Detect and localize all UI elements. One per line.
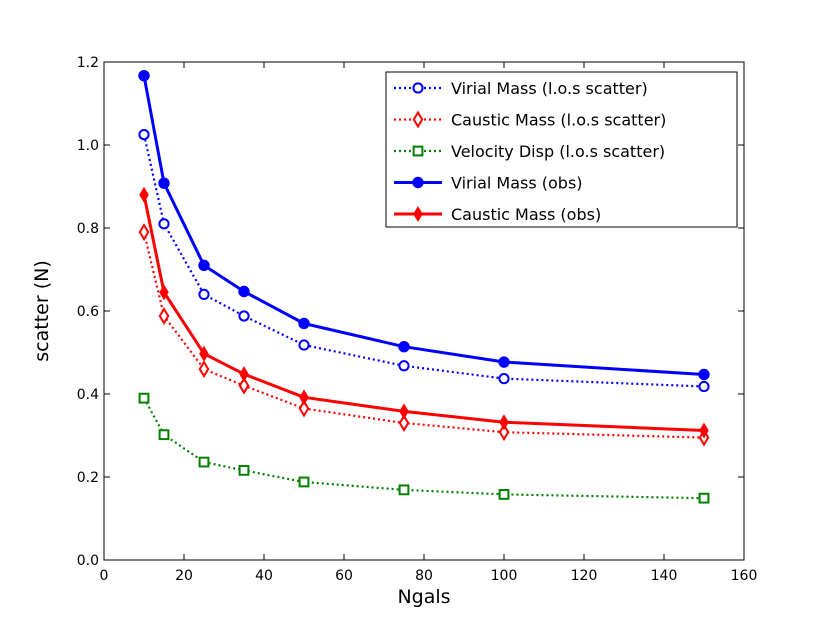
- series-3: [138, 392, 710, 504]
- data-point: [298, 476, 310, 488]
- x-tick-label: 100: [491, 568, 518, 584]
- legend-entry-4: Virial Mass (obs): [394, 174, 583, 193]
- data-point: [198, 259, 210, 272]
- data-point: [398, 484, 410, 496]
- series-2: [138, 223, 710, 447]
- legend-label: Velocity Disp (l.o.s scatter): [451, 142, 665, 161]
- data-point: [138, 223, 150, 242]
- series-line-1: [142, 134, 705, 388]
- y-axis-label: scatter (N): [31, 260, 53, 361]
- data-point: [198, 456, 210, 468]
- x-tick-label: 40: [255, 568, 273, 584]
- legend-entry-5: Caustic Mass (obs): [394, 205, 601, 224]
- data-point: [299, 389, 309, 406]
- data-point: [698, 380, 710, 393]
- legend-entry-1: Virial Mass (l.o.s scatter): [394, 79, 648, 98]
- data-point: [199, 345, 209, 362]
- y-tick-label: 0.8: [77, 221, 99, 237]
- series-4: [138, 69, 710, 381]
- data-point: [298, 317, 310, 330]
- data-point: [198, 360, 210, 379]
- x-tick-label: 140: [651, 568, 678, 584]
- data-point: [499, 414, 509, 431]
- legend-entry-3: Velocity Disp (l.o.s scatter): [394, 142, 665, 161]
- data-point: [399, 403, 409, 420]
- x-tick-label: 120: [571, 568, 598, 584]
- data-point: [138, 69, 150, 82]
- legend-label: Virial Mass (l.o.s scatter): [451, 79, 648, 98]
- data-point: [238, 464, 250, 476]
- series-5: [139, 186, 709, 439]
- data-point: [158, 307, 170, 325]
- y-tick-label: 0.4: [77, 387, 99, 403]
- legend-label: Virial Mass (obs): [451, 174, 583, 193]
- y-tick-label: 0.2: [77, 470, 99, 486]
- data-point: [159, 284, 169, 301]
- x-tick-label: 20: [175, 568, 193, 584]
- y-tick-label: 0.6: [77, 304, 99, 320]
- data-point: [238, 285, 250, 298]
- data-point: [398, 414, 410, 432]
- series-line-4: [142, 75, 705, 376]
- legend-marker: [412, 145, 424, 157]
- y-tick-label: 1.2: [77, 55, 99, 71]
- legend-marker: [412, 110, 424, 129]
- y-tick-label: 1.0: [77, 138, 99, 154]
- legend: Virial Mass (l.o.s scatter) Caustic Mass …: [385, 71, 738, 228]
- data-point: [138, 129, 150, 141]
- data-point: [238, 310, 250, 322]
- x-axis-label: Ngals: [397, 586, 450, 608]
- legend-marker: [412, 82, 424, 94]
- data-point: [139, 186, 149, 203]
- x-tick-label: 0: [100, 568, 109, 584]
- data-point: [239, 366, 249, 383]
- data-point: [498, 423, 510, 442]
- series-1: [138, 129, 710, 393]
- series-line-5: [142, 194, 705, 432]
- legend-marker: [413, 206, 423, 222]
- data-point: [158, 429, 170, 441]
- data-point: [699, 422, 709, 439]
- ticks-layer: 0 20 40 60 80 100 120 140 160 0.0 0.2 0.4 0.6 0.8 1.0 1…: [77, 55, 758, 584]
- data-point: [198, 288, 210, 300]
- data-point: [698, 492, 710, 504]
- data-point: [498, 489, 510, 500]
- data-point: [398, 360, 410, 372]
- data-point: [238, 376, 250, 395]
- data-point: [298, 399, 310, 418]
- legend-marker: [412, 176, 424, 189]
- x-tick-label: 160: [731, 568, 758, 584]
- data-point: [158, 218, 170, 230]
- data-point: [138, 392, 150, 404]
- series-line-3: [143, 397, 705, 500]
- data-point: [498, 373, 510, 385]
- x-tick-label: 80: [415, 568, 433, 584]
- data-point: [398, 340, 410, 353]
- data-point: [298, 339, 310, 351]
- series-layer: [138, 69, 710, 504]
- y-tick-label: 0.0: [77, 553, 99, 569]
- legend-entry-2: Caustic Mass (l.o.s scatter): [394, 111, 666, 130]
- legend-label: Caustic Mass (l.o.s scatter): [451, 111, 666, 130]
- data-point: [698, 368, 710, 381]
- data-point: [158, 177, 170, 189]
- legend-box: [385, 71, 738, 228]
- data-point: [498, 356, 510, 368]
- x-tick-label: 60: [335, 568, 353, 584]
- legend-label: Caustic Mass (obs): [451, 205, 601, 224]
